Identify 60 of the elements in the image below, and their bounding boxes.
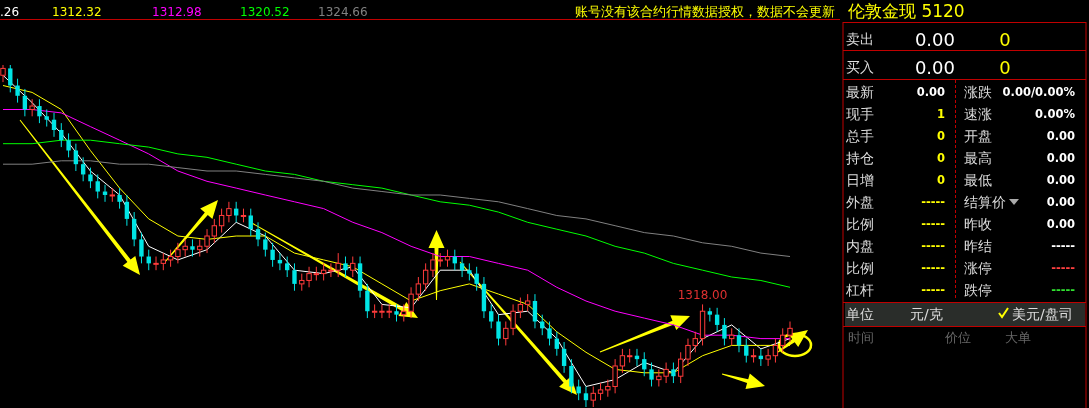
text: 最低: [964, 172, 992, 188]
text: 0.00: [1046, 195, 1075, 209]
text: 买入: [846, 59, 874, 75]
text: 比例: [846, 260, 874, 276]
text: 现手: [846, 106, 874, 122]
text: -----: [921, 195, 946, 209]
text: 卖出: [846, 31, 874, 47]
text: 0: [936, 151, 945, 165]
text: 杠杆: [845, 282, 874, 298]
text: 0.00: [1046, 173, 1075, 187]
text: 总手: [845, 128, 874, 144]
text: 1: [936, 107, 945, 121]
text: 1312.98: [152, 5, 202, 19]
text: 元/克: [910, 306, 943, 322]
text: 日增: [846, 172, 874, 188]
text: 0.00: [1046, 151, 1075, 165]
text: -----: [1051, 239, 1076, 253]
text: -----: [921, 217, 946, 231]
text: 0: [999, 29, 1011, 50]
text: 0: [936, 173, 945, 187]
text: 外盘: [846, 194, 874, 210]
text: -----: [1051, 283, 1076, 297]
text: 大单: [1005, 330, 1031, 345]
text: 0.00/0.00%: [1002, 85, 1076, 99]
text: 涨停: [964, 260, 992, 276]
text: 1312.32: [52, 5, 102, 19]
text: 最新: [846, 84, 874, 100]
text: 最高: [964, 150, 992, 166]
text: -----: [921, 283, 946, 297]
text: 速涨: [964, 106, 992, 122]
text: 0.00: [914, 57, 955, 78]
annotation: 1318.00: [677, 288, 728, 303]
text: 昨结: [964, 238, 992, 254]
text: 美元/盘司: [1012, 306, 1073, 322]
text: 单位: [846, 306, 874, 322]
text: -----: [1051, 261, 1076, 275]
text: 比例: [846, 216, 874, 232]
text: .26: [0, 5, 20, 19]
text: 结算价: [964, 194, 1006, 210]
text: 0.00%: [1035, 107, 1076, 121]
text: -----: [921, 261, 946, 275]
text: 0.00: [914, 29, 955, 50]
text: 价位: [944, 330, 971, 345]
text: 0.00: [1046, 217, 1075, 231]
text: 开盘: [964, 128, 992, 144]
text: 0: [936, 129, 945, 143]
text: 时间: [848, 330, 874, 345]
text: 1320.52: [240, 5, 290, 19]
text: 昨收: [964, 216, 992, 232]
text: -----: [921, 239, 946, 253]
text: 0: [999, 57, 1011, 78]
text: 0.00: [916, 85, 945, 99]
text: 涨跌: [964, 84, 992, 100]
text: 账号没有该合约行情数据授权，数据不会更新: [575, 4, 835, 19]
text: 内盘: [846, 238, 874, 254]
text: 跌停: [964, 282, 992, 298]
text: 持仓: [846, 150, 874, 166]
text: 1324.66: [318, 5, 368, 19]
text: 伦敦金现 5120: [848, 1, 965, 21]
text: 0.00: [1046, 129, 1075, 143]
